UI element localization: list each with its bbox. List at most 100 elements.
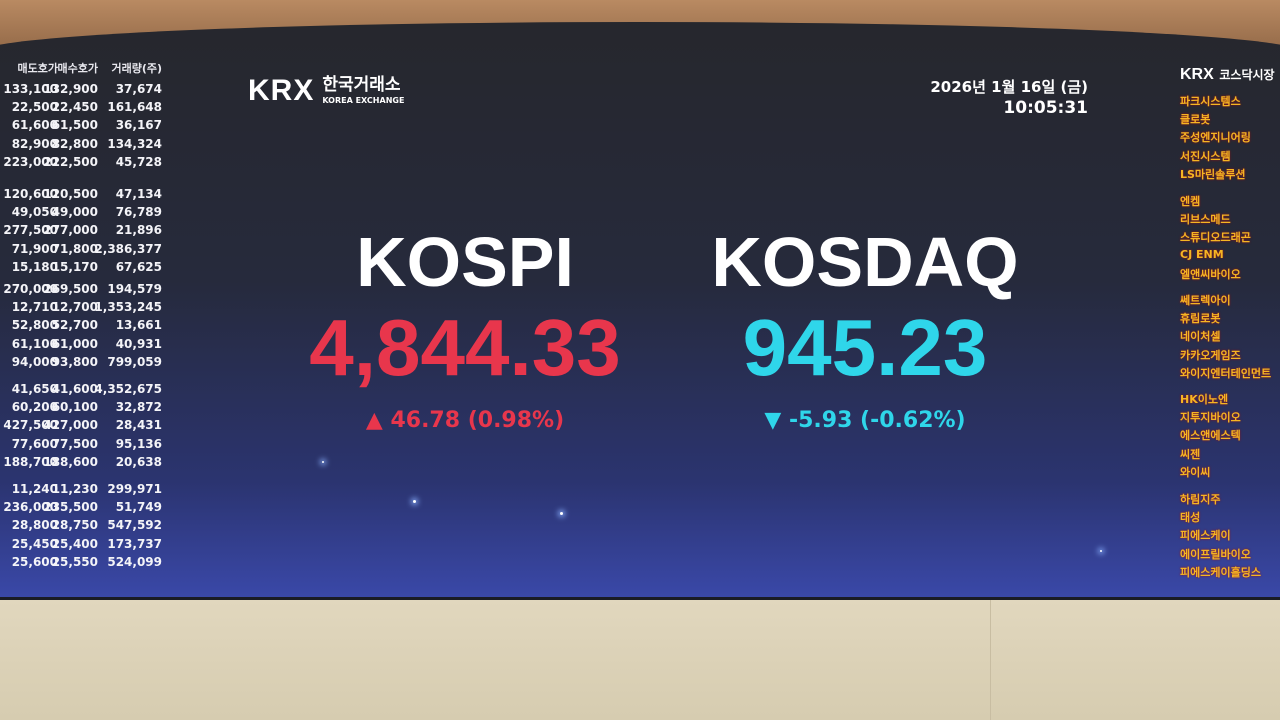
- logo-brand: KRX: [248, 74, 315, 107]
- stock-name: 와이씨: [1180, 465, 1211, 479]
- right-logo: KRX: [1180, 66, 1214, 83]
- ask-price: 82,900: [11, 136, 58, 151]
- volume: 161,648: [107, 100, 162, 115]
- star: [322, 461, 324, 463]
- bid-price: 269,500: [43, 282, 98, 296]
- ask-price: 277,500: [3, 223, 58, 238]
- ask-price: 223,000: [3, 154, 58, 169]
- right-title: 코스닥시장: [1219, 68, 1275, 82]
- volume: 51,749: [115, 500, 162, 515]
- kosdaq-panel: KOSDAQ 945.23 ▼ -5.93 (-0.62%): [655, 222, 1075, 433]
- table-row: 60,200 60,100 32,872: [0, 400, 180, 418]
- volume: 28,431: [115, 418, 162, 433]
- volume: 4,352,675: [94, 382, 162, 396]
- table-row: 427,500 427,000 28,431: [0, 418, 180, 436]
- bid-price: 77,500: [51, 436, 98, 451]
- ask-price: 60,200: [11, 400, 58, 415]
- table-row: 11,240 11,230 299,971: [0, 482, 180, 500]
- volume: 13,661: [115, 318, 162, 333]
- bid-price: 22,450: [51, 100, 98, 115]
- bid-price: 427,000: [43, 418, 98, 433]
- table-row: 236,000 235,500 51,749: [0, 500, 180, 518]
- stock-name: 엔켐: [1180, 195, 1201, 208]
- bid-price: 235,500: [43, 500, 98, 515]
- stock-name: 주성엔지니어링: [1180, 131, 1251, 145]
- time: 10:05:31: [1003, 98, 1088, 118]
- table-row: 223,000 222,500 45,728: [0, 155, 180, 173]
- stock-name: 에스앤에스텍: [1180, 429, 1241, 443]
- ask-price: 427,500: [3, 418, 58, 433]
- volume: 194,579: [107, 282, 162, 296]
- ask-price: 28,800: [11, 518, 58, 533]
- ask-price: 25,450: [11, 536, 58, 551]
- ask-price: 25,600: [11, 554, 58, 569]
- bid-price: 49,000: [51, 205, 98, 220]
- table-row: 25,600 25,550 524,099: [0, 555, 180, 573]
- stock-name: 엘앤씨바이오: [1180, 267, 1241, 281]
- table-row: 49,050 49,000 76,789: [0, 205, 180, 223]
- ask-price: 94,000: [11, 354, 58, 369]
- table-row: 25,450 25,400 173,737: [0, 537, 180, 555]
- bid-price: 61,000: [51, 336, 98, 351]
- stock-name: HK이노엔: [1180, 393, 1229, 406]
- kosdaq-change: -5.93 (-0.62%): [788, 408, 966, 433]
- table-row: 270,000 269,500 194,579: [0, 282, 180, 300]
- header-bid: 매수호가: [57, 62, 98, 75]
- kosdaq-title: KOSDAQ: [711, 223, 1019, 301]
- volume: 76,789: [115, 205, 162, 220]
- volume: 524,099: [107, 554, 162, 569]
- bid-price: 41,600: [51, 382, 98, 396]
- bid-price: 93,800: [51, 354, 98, 369]
- ask-price: 49,050: [11, 205, 58, 220]
- volume: 299,971: [107, 482, 162, 496]
- ask-price: 236,000: [3, 500, 58, 515]
- stock-name: 리브스메드: [1180, 213, 1231, 227]
- star: [413, 500, 416, 503]
- table-row: 41,650 41,600 4,352,675: [0, 382, 180, 400]
- krx-logo: KRX 한국거래소 KOREA EXCHANGE: [248, 74, 404, 108]
- ask-price: 61,100: [11, 336, 58, 351]
- bid-price: 277,000: [43, 223, 98, 238]
- ask-price: 15,180: [11, 259, 58, 274]
- header-ask: 매도호가: [17, 62, 58, 75]
- bid-price: 12,700: [51, 300, 98, 315]
- ask-price: 11,240: [11, 482, 58, 496]
- stock-name: CJ ENM: [1180, 247, 1224, 261]
- down-arrow-icon: ▼: [764, 408, 782, 433]
- table-row: 71,900 71,800 2,386,377: [0, 242, 180, 260]
- bid-price: 132,900: [43, 82, 98, 96]
- table-row: 52,800 52,700 13,661: [0, 318, 180, 336]
- bid-price: 222,500: [43, 154, 98, 169]
- bid-price: 60,100: [51, 400, 98, 415]
- volume: 40,931: [115, 336, 162, 351]
- table-row: 94,000 93,800 799,059: [0, 355, 180, 373]
- table-row: 15,180 15,170 67,625: [0, 260, 180, 278]
- bid-price: 28,750: [51, 518, 98, 533]
- volume: 67,625: [115, 259, 162, 274]
- volume: 1,353,245: [94, 300, 162, 315]
- stock-name: 휴림로봇: [1180, 312, 1221, 326]
- stock-name: 씨젠: [1180, 447, 1201, 461]
- table-row: 82,900 82,800 134,324: [0, 137, 180, 155]
- kospi-change: 46.78 (0.98%): [390, 408, 565, 433]
- volume: 45,728: [115, 154, 162, 169]
- stock-name: 피에스케이: [1180, 529, 1231, 543]
- ask-price: 133,100: [3, 82, 58, 96]
- ask-price: 71,900: [11, 241, 58, 256]
- stock-name: LS마린솔루션: [1180, 167, 1246, 181]
- beige-wall: [0, 590, 1280, 720]
- bid-price: 25,400: [51, 536, 98, 551]
- logo-korean: 한국거래소: [322, 75, 401, 95]
- stock-name: 태성: [1180, 511, 1201, 525]
- volume: 173,737: [107, 536, 162, 551]
- stock-name: 파크시스템스: [1180, 95, 1241, 108]
- stock-name: 하림지주: [1180, 493, 1221, 506]
- bid-price: 120,500: [43, 187, 98, 201]
- table-row: 77,600 77,500 95,136: [0, 437, 180, 455]
- stock-name: 네이처셀: [1180, 330, 1221, 344]
- bid-price: 188,600: [43, 454, 98, 469]
- volume: 20,638: [115, 454, 162, 469]
- ask-price: 12,710: [11, 300, 58, 315]
- stock-name: 에이프릴바이오: [1180, 547, 1251, 561]
- ask-price: 61,600: [11, 118, 58, 133]
